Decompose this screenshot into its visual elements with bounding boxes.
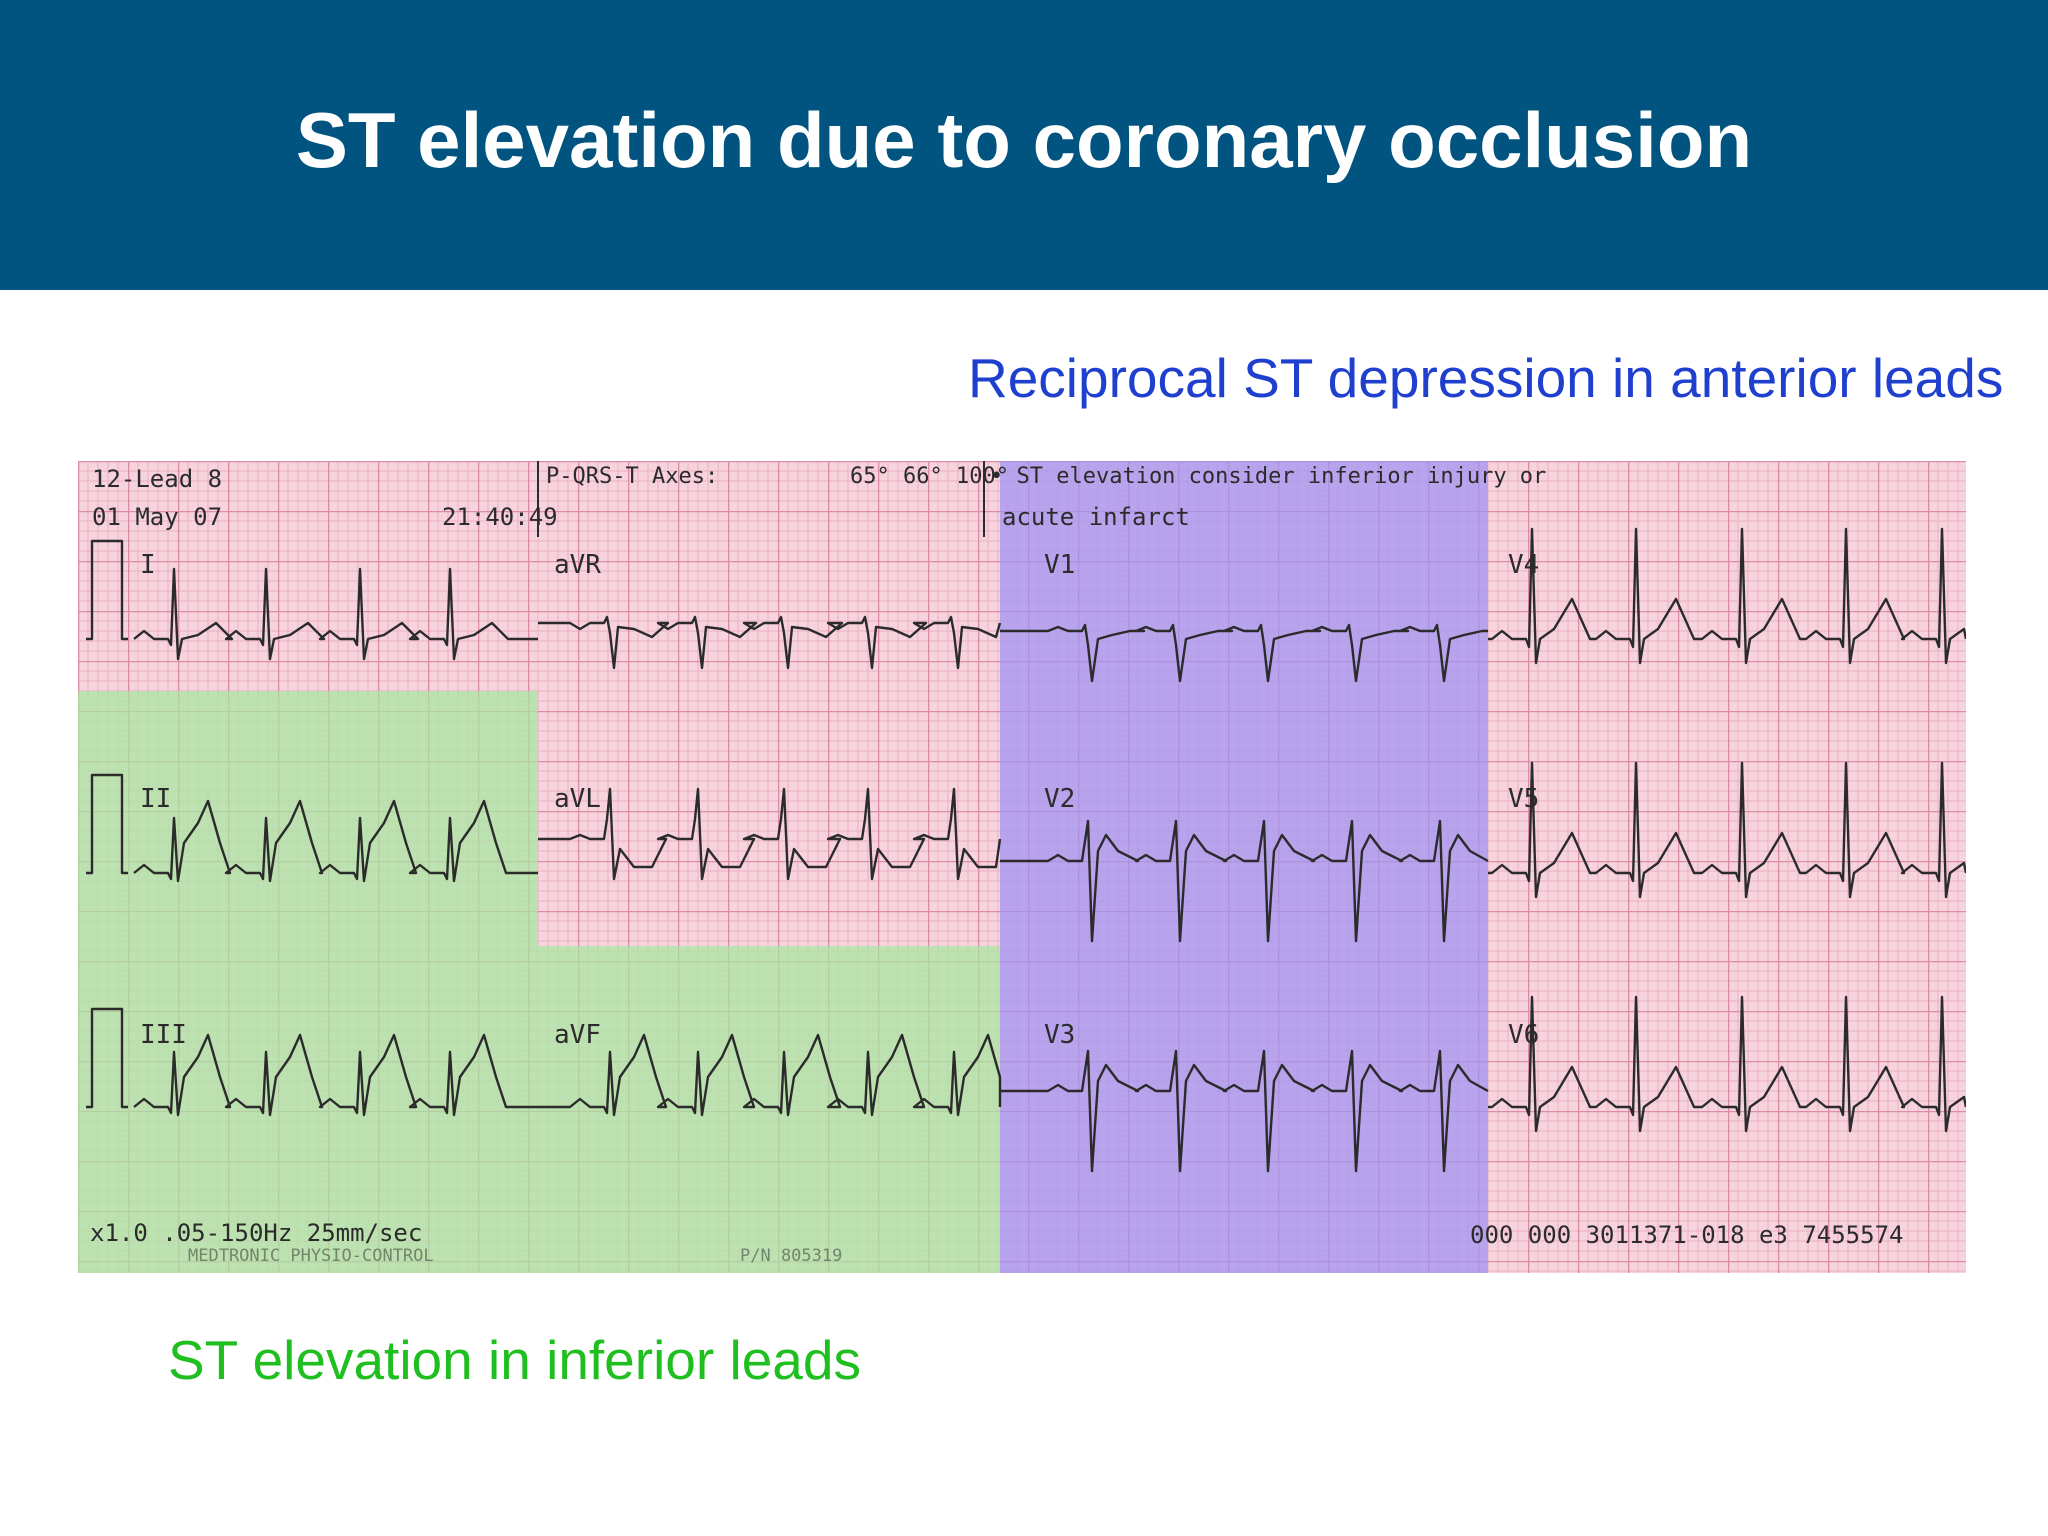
- calibration-pulse-row-2: [86, 773, 128, 875]
- ecg-serial: 000 000 3011371-018 e3 7455574: [1470, 1221, 1903, 1249]
- lead-trace-v1: [1000, 623, 1488, 683]
- inferior-leads-highlight: [78, 691, 1000, 1273]
- ecg-device-label: 12-Lead 8: [92, 465, 222, 493]
- lead-label-v3: V3: [1044, 1020, 1075, 1050]
- lead-label-ii: II: [140, 784, 171, 814]
- ecg-date: 01 May 07: [92, 503, 222, 531]
- lead-trace-avr: [538, 615, 1002, 670]
- lead-label-avf: aVF: [554, 1020, 601, 1050]
- lead-label-v4: V4: [1508, 550, 1539, 580]
- lead-label-avr: aVR: [554, 550, 601, 580]
- ecg-settings: x1.0 .05-150Hz 25mm/sec: [90, 1219, 422, 1247]
- lead-trace-v5: [1488, 761, 1966, 899]
- calibration-pulse-row-3: [86, 1007, 128, 1109]
- lead-label-v5: V5: [1508, 784, 1539, 814]
- ecg-brand: MEDTRONIC PHYSIO-CONTROL: [188, 1246, 434, 1266]
- lead-trace-avf: [538, 1033, 1002, 1117]
- lead-trace-i: [133, 567, 538, 661]
- ecg-axes-values: 65° 66° 100°: [850, 464, 1009, 489]
- ecg-axes-label: P-QRS-T Axes:: [546, 464, 718, 489]
- lead-trace-ii: [133, 799, 538, 883]
- slide-title: ST elevation due to coronary occlusion: [295, 95, 1753, 184]
- lead-trace-v2: [1000, 819, 1489, 943]
- lead-trace-v6: [1488, 995, 1966, 1133]
- lead-label-v2: V2: [1044, 784, 1075, 814]
- ecg-interpretation-line-1: • ST elevation consider inferior injury …: [990, 464, 1546, 489]
- ecg-interpretation-line-2: acute infarct: [1002, 503, 1190, 531]
- lead-trace-iii: [133, 1033, 538, 1117]
- lead-trace-avl: [538, 787, 1002, 881]
- calibration-pulse-row-1: [86, 539, 128, 641]
- lead-label-iii: III: [140, 1020, 187, 1050]
- lead-trace-v4: [1488, 527, 1966, 665]
- st-elevation-annotation: ST elevation in inferior leads: [168, 1329, 861, 1391]
- reciprocal-depression-annotation: Reciprocal ST depression in anterior lea…: [968, 347, 2004, 409]
- lead-trace-v3: [1000, 1049, 1489, 1173]
- lead-label-i: I: [140, 550, 156, 580]
- lead-label-v1: V1: [1044, 550, 1075, 580]
- ecg-part-number: P/N 805319: [740, 1246, 842, 1266]
- ecg-strip: 12-Lead 8 01 May 07 21:40:49 P-QRS-T Axe…: [78, 461, 1966, 1273]
- ecg-time: 21:40:49: [442, 503, 558, 531]
- title-bar: [0, 0, 2048, 290]
- lead-label-avl: aVL: [554, 784, 601, 814]
- anterior-leads-highlight: [1000, 461, 1488, 1273]
